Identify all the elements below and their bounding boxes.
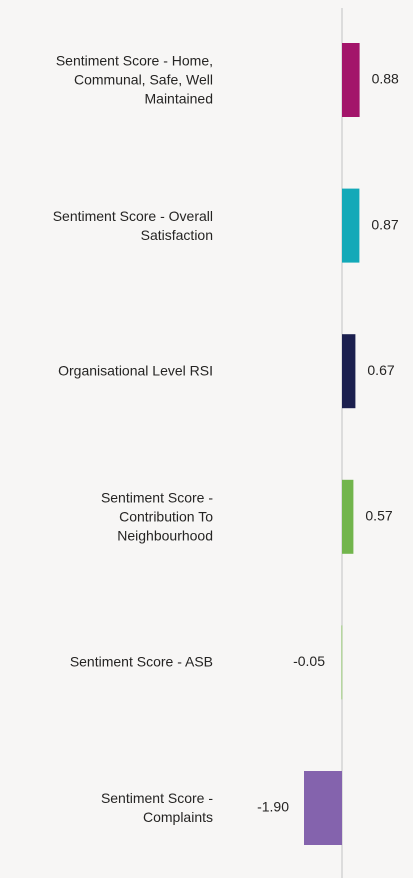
category-label: Sentiment Score - Contribution To Neighb… [100,489,213,544]
value-label: 0.87 [371,216,398,232]
value-label: 0.57 [365,508,392,524]
bar [342,188,360,263]
value-label: -0.05 [293,653,325,669]
bar [341,625,343,700]
value-label: -1.90 [257,799,289,815]
bar [342,334,356,409]
category-label: Sentiment Score - Home, Communal, Safe, … [55,52,213,107]
category-label: Sentiment Score - Overall Satisfaction [52,207,213,243]
bar [342,479,354,554]
category-label: Sentiment Score - Complaints [100,790,213,825]
value-label: 0.67 [367,362,394,378]
category-label: Sentiment Score - ASB [69,653,213,670]
category-label: Organisational Level RSI [58,362,213,379]
value-label: 0.88 [372,71,399,87]
bar [342,43,360,117]
bar [304,771,342,845]
